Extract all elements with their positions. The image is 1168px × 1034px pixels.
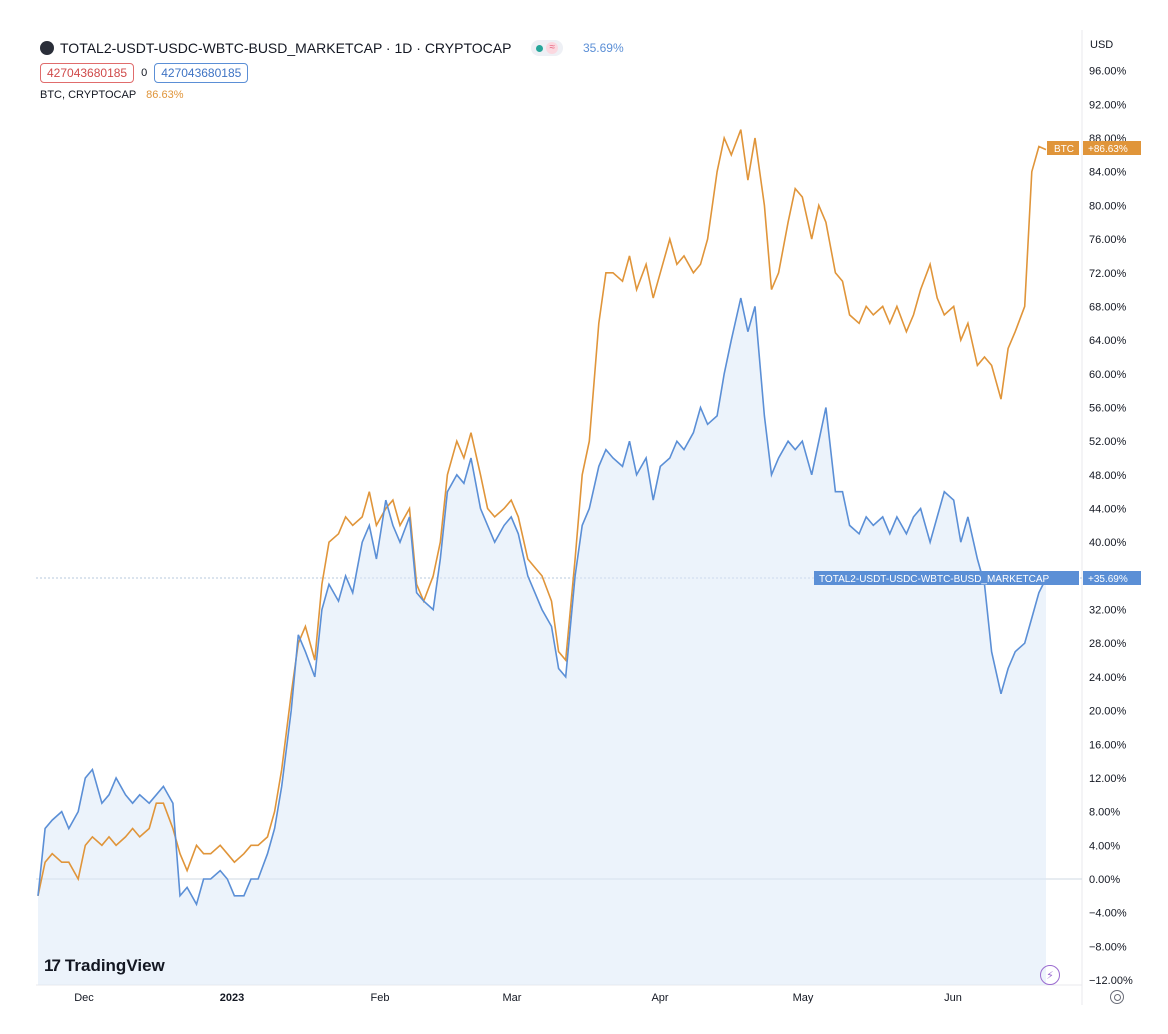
price-axis-tick: 96.00%	[1089, 66, 1127, 78]
market-status-badge[interactable]: ≈	[531, 40, 563, 56]
time-axis-tick: Feb	[371, 992, 390, 1004]
time-axis-tick: May	[793, 992, 814, 1004]
time-axis-ticks: Dec 2023 Feb Mar Apr May Jun	[74, 992, 962, 1004]
sell-price-box[interactable]: 427043680185	[40, 63, 135, 83]
price-axis-tick: 64.00%	[1089, 335, 1127, 347]
time-axis-tick: Dec	[74, 992, 94, 1004]
btc-tag-label: BTC	[1054, 144, 1074, 155]
price-axis-tick: 52.00%	[1089, 436, 1127, 448]
btc-last-value-tag: BTC +86.63%	[1047, 141, 1141, 155]
symbol-logo-icon	[40, 41, 54, 55]
time-axis-tick: Mar	[503, 992, 522, 1004]
price-axis-unit: USD	[1090, 39, 1113, 51]
price-axis-tick: 56.00%	[1089, 402, 1127, 414]
price-axis-tick: 8.00%	[1089, 807, 1120, 819]
price-axis-tick: 44.00%	[1089, 504, 1127, 516]
price-axis-tick: 92.00%	[1089, 99, 1127, 111]
price-axis-tick: 76.00%	[1089, 234, 1127, 246]
lightning-icon[interactable]: ⚡	[1040, 965, 1060, 985]
price-axis-ticks: 96.00%92.00%88.00%84.00%80.00%76.00%72.0…	[1089, 66, 1133, 987]
price-axis-tick: 12.00%	[1089, 773, 1127, 785]
price-axis-tick: 16.00%	[1089, 739, 1127, 751]
price-axis-tick: 20.00%	[1089, 706, 1127, 718]
price-axis-tick: 48.00%	[1089, 470, 1127, 482]
price-axis-tick: 60.00%	[1089, 369, 1127, 381]
time-axis-tick: Apr	[651, 992, 668, 1004]
chart-legend: TOTAL2-USDT-USDC-WBTC-BUSD_MARKETCAP · 1…	[40, 38, 624, 101]
settings-gear-icon[interactable]	[1110, 990, 1124, 1004]
price-axis-tick: −8.00%	[1089, 941, 1127, 953]
tradingview-mark-icon: 17	[44, 956, 61, 975]
total2-tag-value: +35.69%	[1088, 574, 1128, 585]
main-symbol-title[interactable]: TOTAL2-USDT-USDC-WBTC-BUSD_MARKETCAP · 1…	[60, 40, 512, 56]
price-axis-tick: 84.00%	[1089, 167, 1127, 179]
time-axis-tick: Jun	[944, 992, 962, 1004]
total2-area-fill	[38, 298, 1046, 985]
time-axis-tick: 2023	[220, 992, 244, 1004]
buy-price-box[interactable]: 427043680185	[154, 63, 249, 83]
tradingview-logo[interactable]: 17 TradingView	[44, 956, 165, 976]
spread-value: 0	[141, 67, 148, 79]
price-axis-tick: 28.00%	[1089, 638, 1127, 650]
price-axis-tick: 72.00%	[1089, 268, 1127, 280]
compare-icon: ≈	[546, 42, 558, 54]
price-axis-tick: 4.00%	[1089, 840, 1120, 852]
price-axis-tick: 24.00%	[1089, 672, 1127, 684]
price-axis-tick: 80.00%	[1089, 200, 1127, 212]
price-axis-tick: −4.00%	[1089, 908, 1127, 920]
total2-tag-label: TOTAL2-USDT-USDC-WBTC-BUSD_MARKETCAP	[819, 574, 1050, 585]
tradingview-wordmark: TradingView	[64, 956, 165, 975]
btc-tag-value: +86.63%	[1088, 144, 1128, 155]
compare-symbol-value: 86.63%	[146, 89, 184, 101]
main-change-percent: 35.69%	[582, 41, 624, 55]
price-axis-tick: −12.00%	[1089, 975, 1133, 987]
btc-series-line[interactable]	[37, 129, 1047, 896]
status-dot-icon	[536, 44, 544, 52]
total2-series-line[interactable]	[37, 297, 1047, 907]
price-axis-tick: 68.00%	[1089, 301, 1127, 313]
price-axis-tick: 0.00%	[1089, 874, 1120, 886]
price-axis-tick: 32.00%	[1089, 605, 1127, 617]
total2-last-value-tag: TOTAL2-USDT-USDC-WBTC-BUSD_MARKETCAP +35…	[814, 571, 1141, 585]
price-axis-tick: 40.00%	[1089, 537, 1127, 549]
compare-symbol-label[interactable]: BTC, CRYPTOCAP	[40, 89, 137, 101]
